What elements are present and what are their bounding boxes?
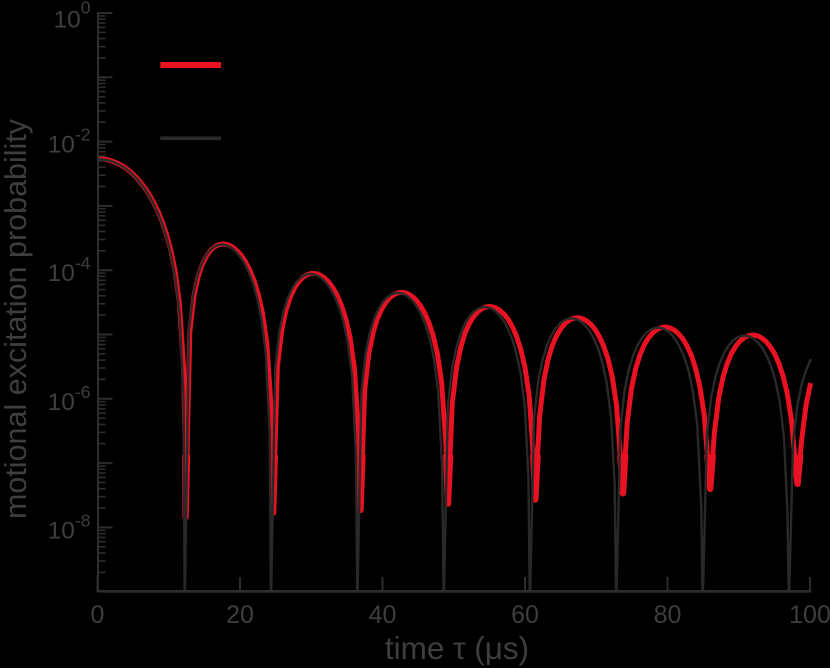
svg-text:20: 20	[226, 601, 254, 629]
svg-text:60: 60	[511, 601, 539, 629]
svg-text:motional excitation probabilit: motional excitation probability	[0, 118, 33, 519]
svg-text:0: 0	[91, 601, 105, 629]
svg-text:80: 80	[654, 601, 682, 629]
svg-text:time τ (μs): time τ (μs)	[385, 630, 529, 666]
svg-text:100: 100	[789, 601, 830, 629]
svg-text:40: 40	[369, 601, 397, 629]
